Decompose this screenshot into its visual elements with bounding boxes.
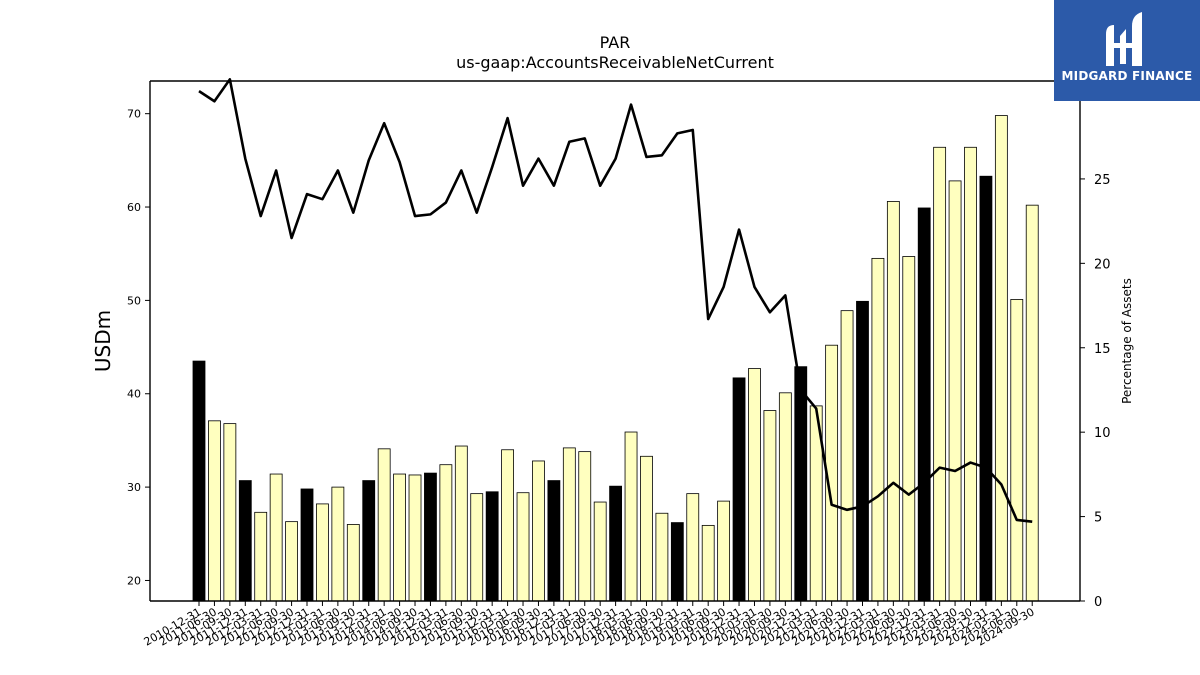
bar <box>964 146 977 602</box>
bar <box>516 492 530 602</box>
y-tick-label: 40 <box>127 388 141 401</box>
bar <box>1010 299 1024 602</box>
bar <box>763 410 777 602</box>
bar <box>794 366 808 602</box>
y-tick-label: 50 <box>127 294 141 307</box>
bar <box>393 473 406 602</box>
bar <box>439 464 453 602</box>
bar <box>840 310 854 602</box>
bar <box>917 207 931 602</box>
bar <box>269 473 283 602</box>
bar <box>701 524 715 602</box>
bar <box>223 423 237 602</box>
bar <box>609 485 623 602</box>
bar <box>655 512 669 602</box>
bar <box>578 451 592 602</box>
bar <box>902 256 916 602</box>
y-tick-label: 60 <box>127 201 141 214</box>
logo-wordmark: MIDGARD FINANCE <box>1061 69 1193 83</box>
bar <box>532 460 545 602</box>
bar <box>485 491 499 602</box>
bar <box>331 486 345 602</box>
bar <box>424 472 437 602</box>
bar <box>686 493 700 602</box>
y2-tick-label: 10 <box>1094 426 1111 441</box>
y-axis-label: USDm <box>91 310 115 372</box>
y2-tick-label: 0 <box>1094 595 1102 610</box>
y-tick-label: 20 <box>127 574 141 587</box>
bar <box>285 521 298 602</box>
bar <box>994 115 1008 602</box>
bar <box>362 480 376 602</box>
bar <box>1025 204 1039 602</box>
bar <box>547 480 561 602</box>
bar <box>933 146 947 602</box>
bar <box>238 480 252 602</box>
y-tick-label: 30 <box>127 481 141 494</box>
bar <box>871 257 885 602</box>
logo-mark-icon <box>1106 12 1142 66</box>
bar <box>624 431 638 602</box>
chart-title: PAR <box>599 33 631 52</box>
y2-axis-label: Percentage of Assets <box>1120 278 1134 404</box>
percentage-line <box>198 78 1033 523</box>
y2-tick-label: 25 <box>1094 173 1111 188</box>
y2-tick-label: 5 <box>1094 511 1102 526</box>
bar <box>208 420 221 602</box>
bar <box>254 511 268 602</box>
bar <box>717 500 731 602</box>
bar <box>748 368 761 602</box>
bar <box>454 445 468 602</box>
bar <box>640 455 653 602</box>
bar <box>377 448 391 602</box>
bar <box>732 377 746 602</box>
bar <box>300 488 314 602</box>
bar <box>778 392 792 602</box>
bar <box>346 524 360 602</box>
y-tick-label: 70 <box>127 108 141 121</box>
bar <box>501 449 515 602</box>
bar <box>408 474 422 602</box>
midgard-finance-logo: MIDGARD FINANCE <box>1054 0 1200 101</box>
y2-tick-label: 15 <box>1094 342 1111 357</box>
bar <box>470 493 484 602</box>
bar <box>948 180 962 602</box>
y2-tick-label: 20 <box>1094 257 1111 272</box>
bar <box>316 503 329 602</box>
bar <box>562 447 576 602</box>
bar <box>856 300 869 602</box>
bar <box>593 501 607 602</box>
bar <box>886 201 900 602</box>
bar <box>192 360 206 602</box>
chart-subtitle: us-gaap:AccountsReceivableNetCurrent <box>456 53 774 72</box>
bar <box>670 522 684 602</box>
bar <box>979 175 993 602</box>
